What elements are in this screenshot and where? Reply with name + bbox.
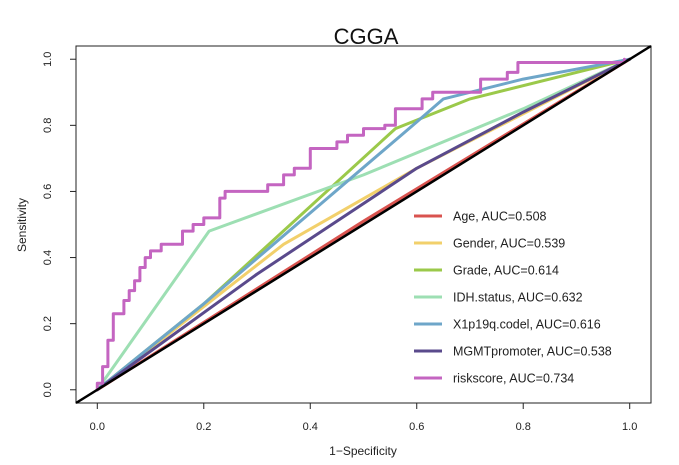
x-tick-label-5: 1.0 — [622, 421, 637, 433]
roc-line-idh-status — [95, 57, 632, 392]
y-axis-label: Sensitivity — [15, 198, 29, 252]
x-tick-label-0: 0.0 — [90, 421, 105, 433]
y-tick-label-5: 1.0 — [42, 52, 54, 67]
y-tick-label-3: 0.6 — [42, 184, 54, 199]
x-tick-label-2: 0.4 — [303, 421, 318, 433]
axes: 0.0 0.2 0.4 0.6 0.8 1.0 0.0 0.2 0.4 0.6 0.8 1.0 — [42, 52, 637, 433]
legend-label-idh-status: IDH.status, AUC=0.632 — [453, 291, 583, 305]
plot-area-frame — [75, 45, 652, 404]
x-axis-label: 1−Specificity — [329, 444, 397, 458]
x-tick-label-1: 0.2 — [196, 421, 211, 433]
series-lines — [75, 44, 652, 405]
y-tick-label-2: 0.4 — [42, 250, 54, 265]
legend-label-riskscore: riskscore, AUC=0.734 — [453, 372, 574, 386]
legend-label-gender: Gender, AUC=0.539 — [453, 237, 565, 251]
roc-line-riskscore — [95, 57, 626, 392]
y-tick-label-0: 0.0 — [42, 382, 54, 397]
y-tick-label-1: 0.2 — [42, 316, 54, 331]
x-tick-label-3: 0.6 — [409, 421, 424, 433]
legend-label-mgmtpromoter: MGMTpromoter, AUC=0.538 — [453, 345, 612, 359]
diagonal-reference-line — [75, 44, 652, 405]
roc-line-x1p19q-codel — [95, 57, 632, 392]
legend: Age, AUC=0.508 Gender, AUC=0.539 Grade, AU… — [414, 210, 612, 386]
chart-title: CGGA — [334, 24, 399, 49]
roc-line-mgmtpromoter — [95, 57, 632, 392]
x-tick-label-4: 0.8 — [516, 421, 531, 433]
y-tick-label-4: 0.8 — [42, 118, 54, 133]
legend-label-x1p19q-codel: X1p19q.codel, AUC=0.616 — [453, 318, 601, 332]
legend-label-age: Age, AUC=0.508 — [453, 210, 547, 224]
legend-label-grade: Grade, AUC=0.614 — [453, 264, 559, 278]
